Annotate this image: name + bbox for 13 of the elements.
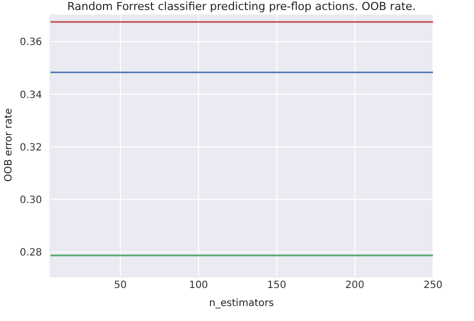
y-axis-title: OOB error rate [4,108,14,182]
y-tick-label: 0.36 [20,37,42,48]
x-tick-label: 50 [114,280,127,292]
x-tick-label: 250 [423,280,443,292]
y-tick-label: 0.32 [20,142,42,154]
x-tick-label: 100 [188,280,208,292]
y-tick-label: 0.34 [20,90,42,101]
x-tick-label: 200 [345,280,364,292]
chart-title: Random Forrest classifier predicting pre-flop actions. OOB rate. [66,0,417,13]
x-tick-label: 150 [267,280,286,292]
y-tick-label: 0.28 [20,248,42,259]
x-axis-title: n_estimators [208,298,275,309]
y-tick-label: 0.30 [20,194,42,206]
